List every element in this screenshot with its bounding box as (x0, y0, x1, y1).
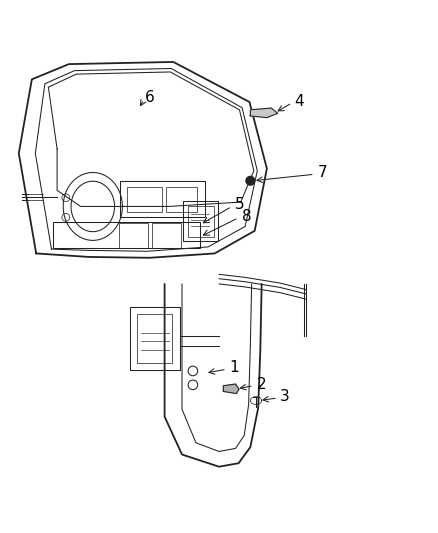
Bar (130, 307, 180, 370)
Bar (120, 181, 205, 217)
Text: 7: 7 (318, 165, 327, 180)
Text: 3: 3 (280, 389, 290, 404)
Polygon shape (251, 108, 278, 118)
Bar (184, 201, 218, 241)
Text: 1: 1 (229, 360, 239, 375)
Bar (53, 222, 200, 248)
Text: 8: 8 (242, 208, 251, 223)
Text: 6: 6 (145, 90, 155, 105)
Bar (166, 187, 197, 212)
Text: 2: 2 (256, 376, 266, 392)
Bar (119, 223, 148, 248)
Text: 5: 5 (235, 197, 245, 212)
Bar (187, 206, 214, 237)
Circle shape (246, 176, 254, 185)
Polygon shape (223, 384, 239, 393)
Text: 4: 4 (294, 94, 304, 109)
Bar (137, 314, 172, 363)
Bar (127, 187, 162, 212)
Bar (152, 223, 181, 248)
